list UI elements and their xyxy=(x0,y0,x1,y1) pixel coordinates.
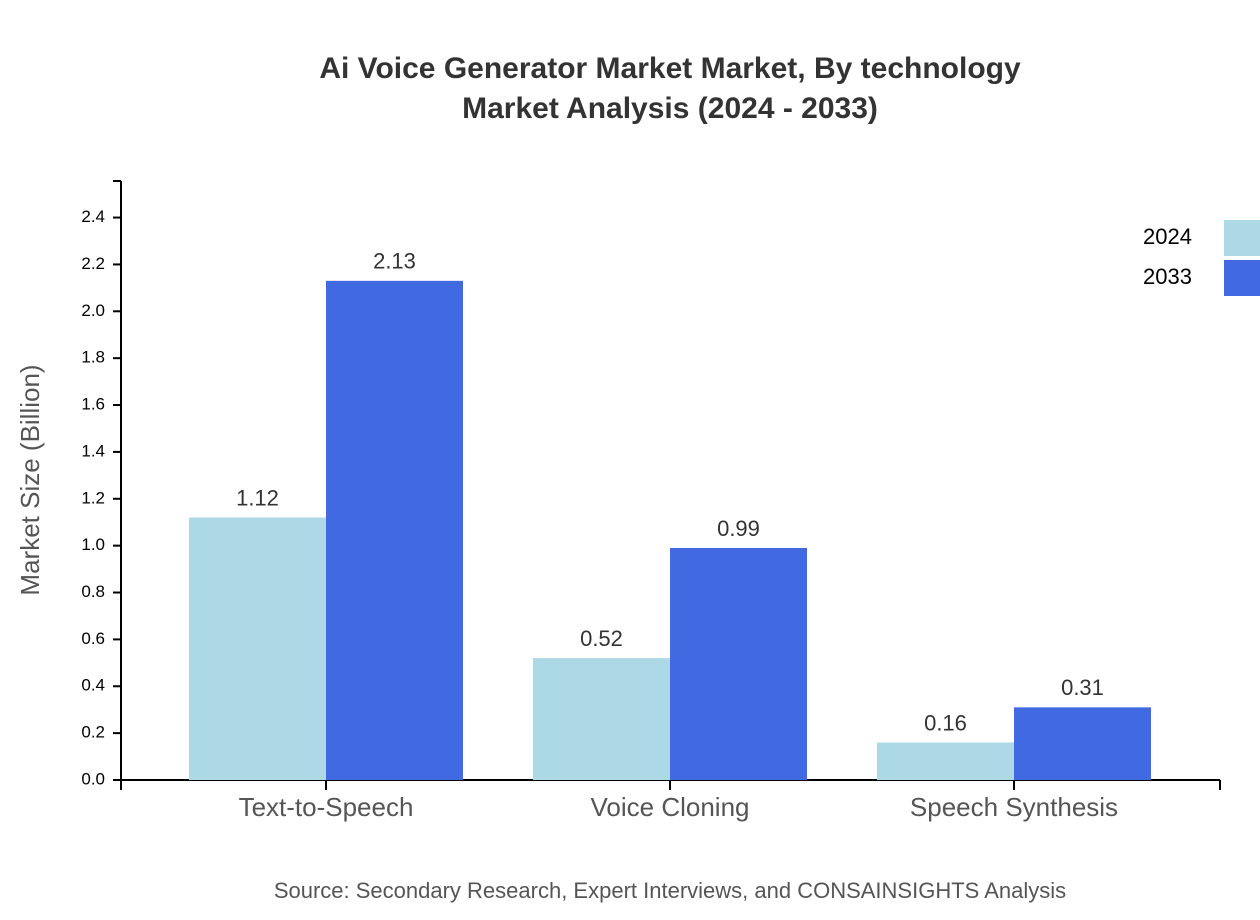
legend-swatch xyxy=(1224,220,1260,256)
x-tick-label: Speech Synthesis xyxy=(910,792,1118,822)
y-tick-label: 0.0 xyxy=(81,769,105,788)
bar xyxy=(670,547,807,780)
chart-title: Ai Voice Generator Market Market, By tec… xyxy=(319,52,1021,85)
y-tick-label: 0.4 xyxy=(81,676,105,695)
x-tick-label: Text-to-Speech xyxy=(239,792,414,822)
y-tick-label: 1.0 xyxy=(81,535,105,554)
y-tick-label: 2.0 xyxy=(81,301,105,320)
bar xyxy=(189,517,326,780)
value-label: 0.99 xyxy=(717,516,760,541)
source-note: Source: Secondary Research, Expert Inter… xyxy=(274,878,1066,903)
value-label: 0.52 xyxy=(580,626,623,651)
legend-label: 2024 xyxy=(1143,224,1192,249)
value-label: 2.13 xyxy=(373,249,416,274)
x-tick-label: Voice Cloning xyxy=(591,792,750,822)
bar xyxy=(1014,707,1151,780)
y-tick-label: 2.2 xyxy=(81,254,105,273)
y-tick-label: 1.8 xyxy=(81,348,105,367)
bar xyxy=(877,742,1014,780)
y-tick-label: 2.4 xyxy=(81,207,105,226)
chart-title: Market Analysis (2024 - 2033) xyxy=(462,92,878,125)
legend-swatch xyxy=(1224,260,1260,296)
y-tick-label: 0.2 xyxy=(81,723,105,742)
value-label: 0.31 xyxy=(1061,675,1104,700)
bar xyxy=(533,658,670,780)
legend-label: 2033 xyxy=(1143,264,1192,289)
y-tick-label: 0.8 xyxy=(81,582,105,601)
y-tick-label: 1.2 xyxy=(81,488,105,507)
y-tick-label: 1.4 xyxy=(81,441,105,460)
y-axis-label: Market Size (Billion) xyxy=(15,364,45,595)
y-tick-label: 0.6 xyxy=(81,629,105,648)
value-label: 1.12 xyxy=(236,485,279,510)
value-label: 0.16 xyxy=(924,710,967,735)
y-tick-label: 1.6 xyxy=(81,395,105,414)
bar xyxy=(326,280,463,780)
